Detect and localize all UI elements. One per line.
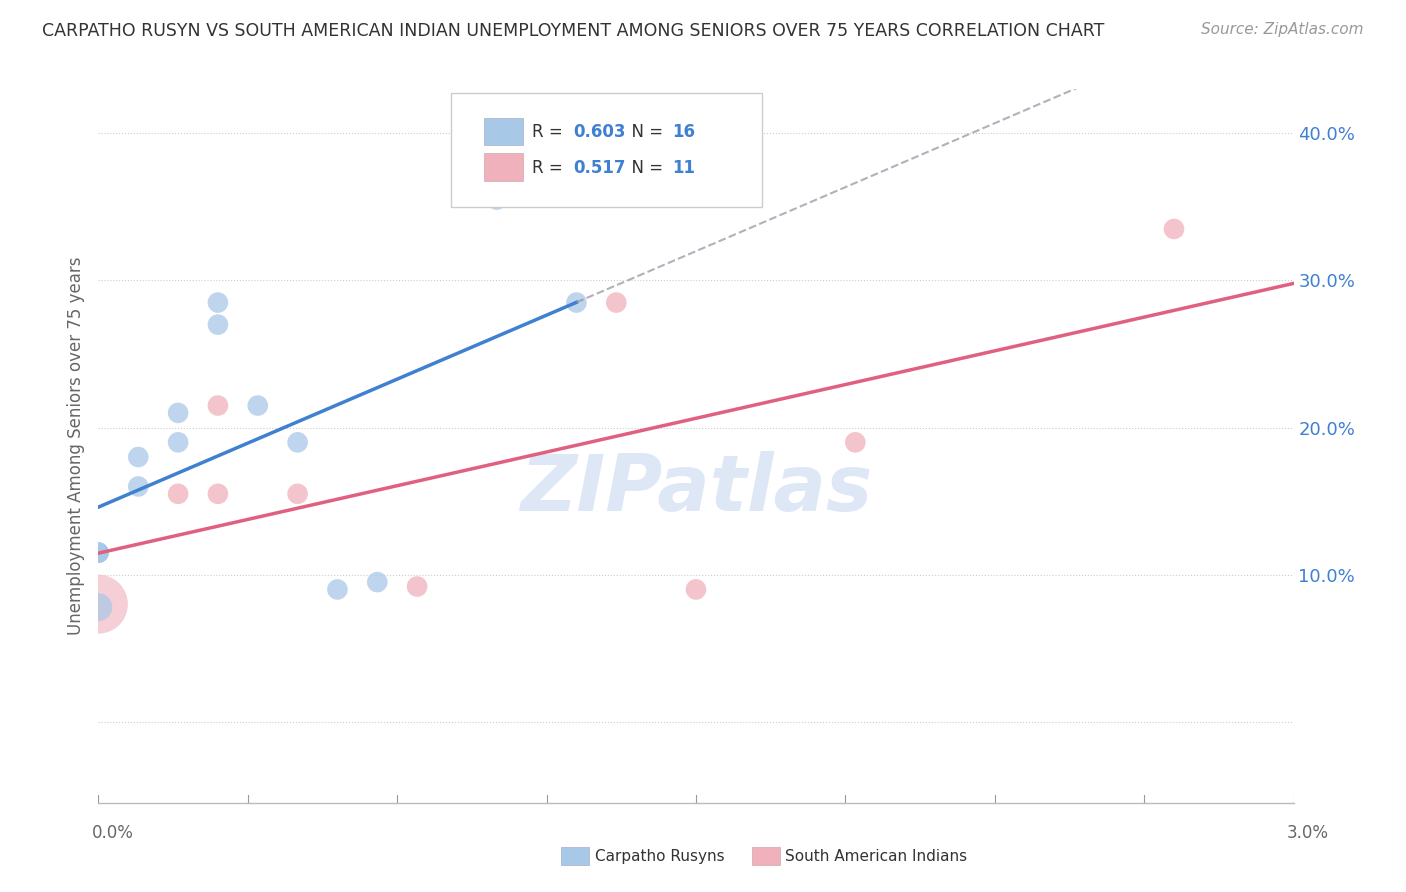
Point <box>605 295 627 310</box>
Text: 0.0%: 0.0% <box>91 824 134 842</box>
Text: N =: N = <box>620 123 668 141</box>
Point <box>207 295 229 310</box>
Point <box>844 435 866 450</box>
Point <box>87 546 110 560</box>
Point <box>127 450 149 464</box>
Point <box>485 193 508 207</box>
Point <box>167 487 190 501</box>
Text: 11: 11 <box>672 159 695 177</box>
Point <box>87 546 110 560</box>
Text: Source: ZipAtlas.com: Source: ZipAtlas.com <box>1201 22 1364 37</box>
Point <box>87 600 110 615</box>
Text: 0.603: 0.603 <box>572 123 626 141</box>
Point <box>366 575 388 590</box>
FancyBboxPatch shape <box>485 153 523 180</box>
Point <box>207 399 229 413</box>
Point <box>1163 222 1185 236</box>
Point <box>87 546 110 560</box>
Text: 3.0%: 3.0% <box>1286 824 1329 842</box>
Point <box>246 399 269 413</box>
Text: ZIPatlas: ZIPatlas <box>520 450 872 527</box>
FancyBboxPatch shape <box>485 118 523 145</box>
Point <box>87 546 110 560</box>
Text: 0.517: 0.517 <box>572 159 626 177</box>
Point <box>167 406 190 420</box>
Point <box>287 435 309 450</box>
Point <box>167 435 190 450</box>
Point <box>127 479 149 493</box>
Point <box>685 582 707 597</box>
Text: R =: R = <box>533 123 568 141</box>
Y-axis label: Unemployment Among Seniors over 75 years: Unemployment Among Seniors over 75 years <box>66 257 84 635</box>
Point <box>207 318 229 332</box>
Text: 16: 16 <box>672 123 695 141</box>
Point <box>87 597 110 611</box>
Point <box>287 487 309 501</box>
Point <box>326 582 349 597</box>
Text: R =: R = <box>533 159 574 177</box>
Text: South American Indians: South American Indians <box>785 849 967 863</box>
Point <box>207 487 229 501</box>
Point <box>565 295 588 310</box>
Point <box>406 580 429 594</box>
Text: Carpatho Rusyns: Carpatho Rusyns <box>595 849 724 863</box>
Text: N =: N = <box>620 159 668 177</box>
FancyBboxPatch shape <box>451 93 762 207</box>
Text: CARPATHO RUSYN VS SOUTH AMERICAN INDIAN UNEMPLOYMENT AMONG SENIORS OVER 75 YEARS: CARPATHO RUSYN VS SOUTH AMERICAN INDIAN … <box>42 22 1105 40</box>
